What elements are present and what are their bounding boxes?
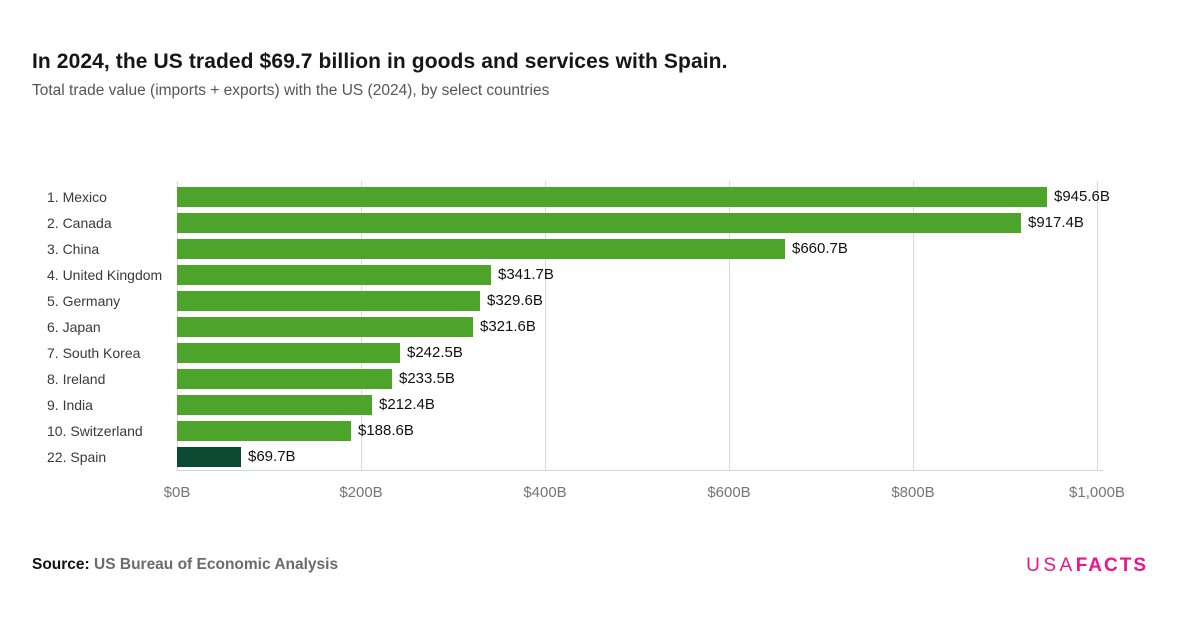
category-label: 8. Ireland — [47, 371, 106, 387]
bar-value-label: $233.5B — [399, 370, 455, 387]
logo-usa: USA — [1026, 555, 1076, 576]
category-label: 6. Japan — [47, 319, 101, 335]
x-axis-tick: $0B — [163, 484, 191, 501]
bar-value-label: $188.6B — [358, 422, 414, 439]
x-axis-tick: $1,000B — [1069, 484, 1125, 501]
bar-value-label: $321.6B — [480, 318, 536, 335]
x-axis-tick: $200B — [339, 484, 383, 501]
category-label: 10. Switzerland — [47, 423, 143, 439]
bar — [177, 239, 785, 259]
x-axis-tick: $800B — [891, 484, 935, 501]
bar-value-label: $329.6B — [487, 292, 543, 309]
chart-subtitle: Total trade value (imports + exports) wi… — [32, 82, 550, 99]
usafacts-logo: USAFACTS — [1026, 555, 1148, 577]
bar-value-label: $341.7B — [498, 266, 554, 283]
category-label: 4. United Kingdom — [47, 267, 163, 283]
category-label: 2. Canada — [47, 215, 112, 231]
bar — [177, 343, 400, 363]
x-axis-line — [176, 470, 1103, 471]
source-label: Source: — [32, 556, 90, 573]
gridline — [545, 181, 546, 470]
category-label: 1. Mexico — [47, 189, 107, 205]
bar-value-label: $945.6B — [1054, 188, 1110, 205]
bar-value-label: $212.4B — [379, 396, 435, 413]
chart-title: In 2024, the US traded $69.7 billion in … — [32, 50, 728, 73]
bar-value-label: $242.5B — [407, 344, 463, 361]
logo-facts: FACTS — [1075, 555, 1148, 576]
bar-value-label: $69.7B — [248, 448, 296, 465]
bar — [177, 187, 1047, 207]
bar-value-label: $660.7B — [792, 240, 848, 257]
x-axis-tick: $400B — [523, 484, 567, 501]
source-line: Source: US Bureau of Economic Analysis — [32, 556, 338, 574]
gridline — [1097, 181, 1098, 470]
x-axis-tick: $600B — [707, 484, 751, 501]
category-label: 5. Germany — [47, 293, 121, 309]
category-label: 22. Spain — [47, 449, 107, 465]
bar-value-label: $917.4B — [1028, 214, 1084, 231]
bar — [177, 317, 473, 337]
bar — [177, 395, 372, 415]
category-label: 7. South Korea — [47, 345, 141, 361]
bar — [177, 369, 392, 389]
gridline — [729, 181, 730, 470]
bar-highlighted — [177, 447, 241, 467]
category-label: 9. India — [47, 397, 93, 413]
category-label: 3. China — [47, 241, 100, 257]
bar — [177, 421, 351, 441]
gridline — [913, 181, 914, 470]
source-text: US Bureau of Economic Analysis — [94, 556, 339, 573]
bar — [177, 265, 491, 285]
bar — [177, 291, 480, 311]
bar — [177, 213, 1021, 233]
